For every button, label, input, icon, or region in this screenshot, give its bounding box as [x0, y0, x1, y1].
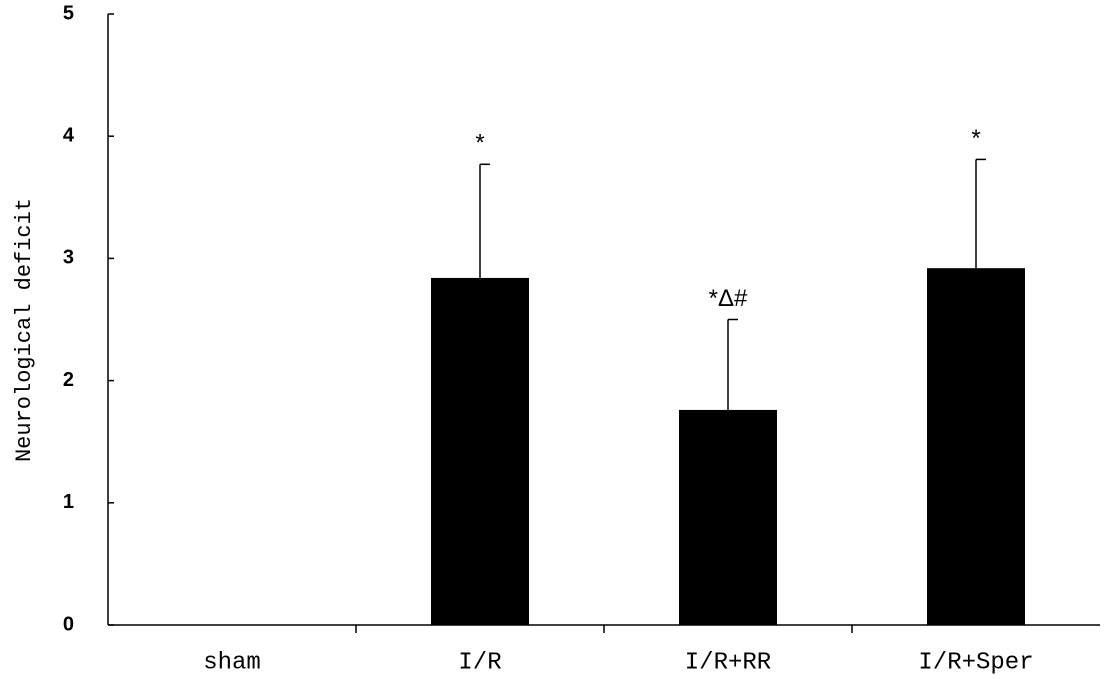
x-tick-label: sham — [203, 649, 261, 676]
bar — [431, 277, 529, 625]
annotation: * — [971, 125, 980, 152]
y-axis-label: Neurological deficit — [12, 198, 37, 462]
x-tick-label: I/R+Sper — [918, 649, 1033, 676]
y-tick-label: 2 — [63, 369, 74, 391]
y-tick-label: 0 — [63, 613, 74, 635]
bar — [927, 268, 1025, 625]
annotation: *Δ# — [709, 285, 748, 312]
x-tick-label: I/R+RR — [685, 649, 771, 676]
annotation: * — [475, 130, 484, 157]
y-tick-label: 4 — [63, 124, 75, 146]
y-tick-label: 3 — [63, 247, 74, 269]
x-tick-label: I/R — [458, 649, 501, 676]
bar — [679, 409, 777, 625]
y-tick-label: 5 — [63, 2, 74, 24]
y-tick-label: 1 — [63, 491, 74, 513]
